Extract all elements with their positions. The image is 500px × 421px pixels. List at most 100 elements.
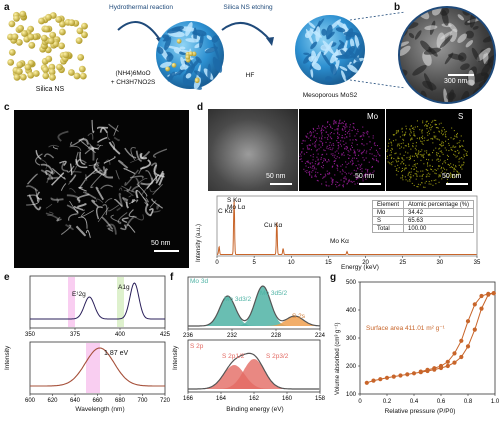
- map-pixel: [403, 133, 405, 135]
- map-pixel: [351, 145, 353, 147]
- mos2-flake: [321, 51, 331, 67]
- panel-label-c: c: [4, 102, 10, 113]
- map-pixel: [405, 167, 407, 169]
- map-pixel: [359, 136, 361, 138]
- map-pixel: [315, 137, 317, 139]
- map-pixel: [456, 173, 458, 175]
- silica-sphere: [8, 20, 16, 28]
- bet-point: [405, 372, 410, 377]
- map-pixel: [399, 136, 401, 138]
- silica-sphere: [45, 13, 52, 21]
- sem-grain: [412, 65, 427, 76]
- map-pixel: [450, 137, 452, 139]
- panel-label-f: f: [170, 272, 174, 283]
- map-pixel: [337, 129, 339, 131]
- map-pixel: [311, 162, 313, 164]
- map-pixel: [392, 140, 394, 142]
- synthesis-schematic: [7, 10, 406, 90]
- map-pixel: [313, 136, 315, 138]
- mos2-flake: [325, 76, 333, 82]
- haadf-scale-label: 50 nm: [266, 173, 286, 180]
- tem-flake: [144, 203, 152, 217]
- map-pixel: [321, 154, 323, 156]
- map-pixel: [345, 166, 347, 168]
- map-pixel: [341, 173, 343, 175]
- sem-grain: [443, 88, 448, 102]
- xps-s-xtick: 164: [216, 396, 227, 402]
- map-pixel: [433, 136, 435, 138]
- map-pixel: [431, 180, 433, 182]
- map-pixel: [407, 143, 409, 145]
- map-pixel: [456, 170, 458, 172]
- map-pixel: [363, 176, 365, 178]
- map-pixel: [357, 129, 359, 131]
- map-pixel: [444, 168, 446, 170]
- bet-point: [472, 302, 477, 307]
- map-pixel: [432, 152, 434, 154]
- map-pixel: [409, 157, 411, 159]
- bet-xtick: 1.0: [491, 399, 500, 405]
- map-pixel: [363, 149, 365, 151]
- map-pixel: [345, 179, 347, 181]
- tem-flake: [97, 207, 109, 223]
- map-pixel: [328, 173, 330, 175]
- map-pixel: [369, 149, 371, 151]
- map-pixel: [331, 183, 333, 185]
- map-pixel: [316, 128, 318, 130]
- map-pixel: [369, 141, 371, 143]
- map-pixel: [421, 136, 423, 138]
- map-pixel: [456, 142, 458, 144]
- map-pixel: [448, 164, 450, 166]
- sem-grain: [471, 47, 480, 62]
- map-pixel: [454, 135, 456, 137]
- map-pixel: [463, 154, 465, 156]
- bet-point: [472, 327, 477, 332]
- map-pixel: [417, 183, 419, 185]
- map-pixel: [309, 163, 311, 165]
- map-pixel: [343, 154, 345, 156]
- map-pixel: [421, 174, 423, 176]
- map-pixel: [328, 135, 330, 137]
- map-pixel: [304, 140, 306, 142]
- map-pixel: [320, 157, 322, 159]
- mos2-flake: [211, 35, 219, 43]
- map-pixel: [455, 166, 457, 168]
- map-pixel: [417, 126, 419, 128]
- mos2-flake: [330, 63, 337, 76]
- map-pixel: [458, 161, 460, 163]
- map-pixel: [315, 176, 317, 178]
- map-pixel: [307, 148, 309, 150]
- map-pixel: [317, 158, 319, 160]
- tem-flake: [43, 153, 55, 159]
- map-pixel: [435, 169, 437, 171]
- map-pixel: [463, 140, 465, 142]
- map-pixel: [358, 154, 360, 156]
- map-pixel: [373, 155, 375, 157]
- map-pixel: [414, 173, 416, 175]
- map-pixel: [421, 175, 423, 177]
- map-pixel: [397, 156, 399, 158]
- map-pixel: [435, 135, 437, 137]
- map-pixel: [324, 173, 326, 175]
- mos2-flake: [213, 43, 220, 60]
- map-pixel: [372, 137, 374, 139]
- map-pixel: [450, 163, 452, 165]
- map-pixel: [433, 131, 435, 133]
- sem-grain: [424, 25, 438, 30]
- sem-grain: [460, 90, 470, 102]
- map-pixel: [405, 125, 407, 127]
- tem-flake: [60, 183, 67, 191]
- map-pixel: [307, 166, 309, 168]
- map-pixel: [347, 181, 349, 183]
- map-pixel: [369, 172, 371, 174]
- map-pixel: [421, 155, 423, 157]
- map-pixel: [353, 152, 355, 154]
- map-pixel: [401, 177, 403, 179]
- map-pixel: [395, 159, 397, 161]
- map-pixel: [346, 163, 348, 165]
- map-pixel: [456, 132, 458, 134]
- tem-flake: [102, 204, 108, 216]
- tem-flake: [77, 203, 87, 208]
- etching-step-label: Silica NS etching: [223, 4, 273, 11]
- map-pixel: [416, 163, 418, 165]
